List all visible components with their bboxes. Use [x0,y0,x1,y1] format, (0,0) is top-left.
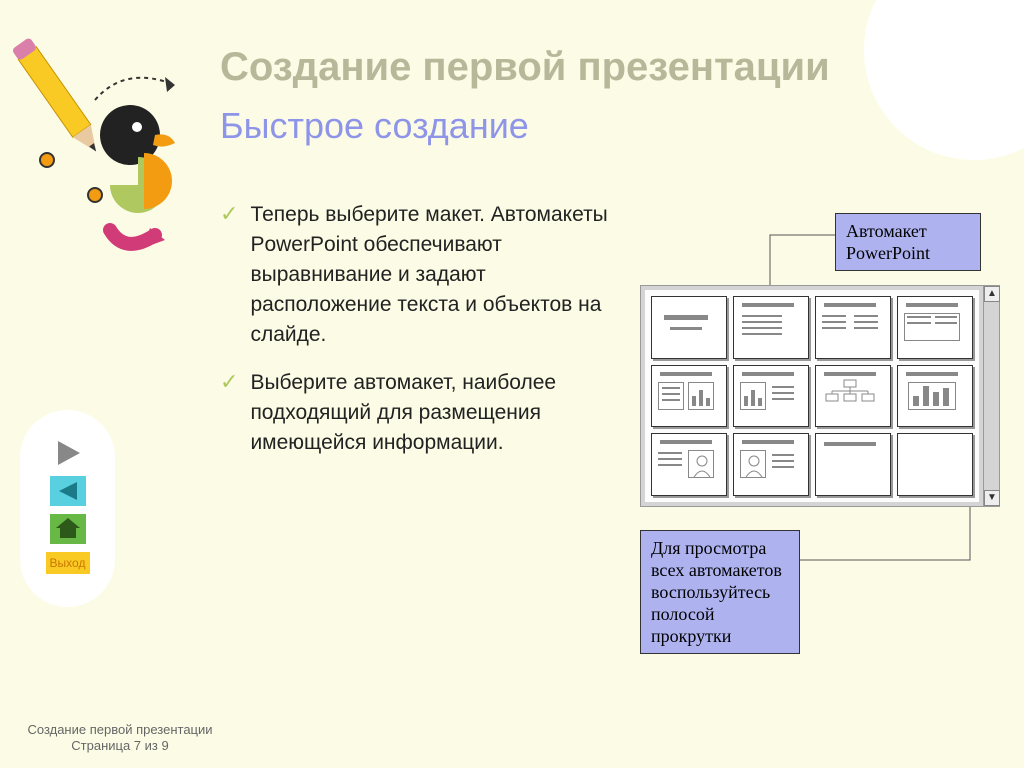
layout-thumb[interactable] [897,433,973,496]
layout-thumb[interactable] [733,365,809,428]
layout-thumb[interactable] [651,365,727,428]
layout-thumb[interactable] [733,296,809,359]
layout-thumb[interactable] [733,433,809,496]
autolayout-grid [645,290,979,502]
footer-line1: Создание первой презентации [20,722,220,738]
panel-scrollbar[interactable]: ▲ ▼ [983,286,999,506]
layout-thumb[interactable] [815,365,891,428]
footer: Создание первой презентации Страница 7 и… [20,722,220,754]
autolayout-panel: ▲ ▼ [640,285,1000,507]
layout-thumb[interactable] [651,296,727,359]
footer-line2: Страница 7 из 9 [20,738,220,754]
layout-thumb[interactable] [897,296,973,359]
scroll-down-button[interactable]: ▼ [984,490,1000,506]
layout-thumb[interactable] [815,433,891,496]
layout-thumb[interactable] [651,433,727,496]
scroll-up-button[interactable]: ▲ [984,286,1000,302]
layout-thumb[interactable] [897,365,973,428]
layout-thumb[interactable] [815,296,891,359]
